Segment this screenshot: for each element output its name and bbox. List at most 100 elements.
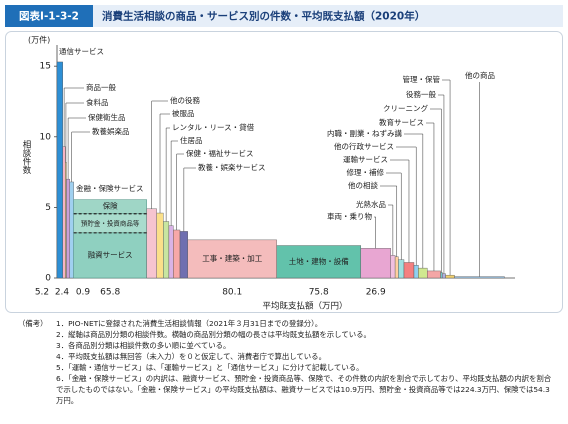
y-tick-label: 15 [40, 62, 51, 72]
leader-line [396, 146, 417, 266]
leader-line [380, 185, 398, 257]
bar-label: 修理・補修 [347, 167, 385, 177]
segment-label: 預貯金・投資商品等 [81, 218, 140, 227]
leader-line [388, 204, 394, 256]
x-axis-title: 平均既支払額（万円） [262, 301, 347, 312]
bar [440, 272, 443, 279]
leader-line [183, 167, 196, 232]
bar [66, 178, 70, 279]
bar-label: 工事・建築・加工 [202, 253, 262, 263]
notes-head: （備考） [18, 319, 48, 328]
bar [360, 248, 391, 279]
bar-label: 土地・建物・設備 [289, 256, 349, 266]
bar [173, 229, 181, 279]
leader-line [151, 100, 168, 209]
notes-items: 1．PIO-NETに登録された消費生活相談情報（2021年３月31日までの登録分… [56, 318, 553, 406]
figure-label-box [5, 5, 93, 27]
bar [156, 212, 164, 279]
note: 3．各商品別分類は相談件数の多い順に並べている。 [56, 341, 231, 350]
bar [168, 225, 174, 279]
bar [69, 181, 74, 279]
leader-line [374, 216, 376, 249]
bar-label: 他の役務 [170, 95, 200, 105]
bar [398, 259, 405, 279]
bar-label: 内職・副業・ねずみ講 [327, 128, 402, 138]
bar [418, 267, 428, 279]
bar [56, 61, 63, 279]
bar-label: 金融・保険サービス [76, 183, 144, 193]
bar-label: 他の行政サービス [334, 141, 394, 151]
leader-line [165, 127, 170, 222]
notes: （備考） 1．PIO-NETに登録された消費生活相談情報（2021年３月31日ま… [18, 318, 553, 406]
chart: 図表Ⅰ-1-3-2 消費生活相談の商品・サービス別の件数・平均既支払額（2020… [5, 5, 563, 313]
bar [394, 256, 399, 279]
bar [62, 146, 66, 279]
y-tick-label: 0 [45, 274, 51, 284]
bar-label: 車両・乗り物 [327, 211, 372, 221]
x-value-label: 5.2 [35, 288, 49, 298]
bar-label: 教養・娯楽サービス [198, 162, 266, 172]
bar-label: クリーニング [383, 103, 428, 113]
leader-line [426, 122, 435, 271]
note: 6．「金融・保険サービス」の内訳は、融資サービス、預貯金・投資商品等、保険で、そ… [56, 374, 552, 405]
bar [442, 273, 446, 279]
x-value-label: 0.9 [76, 288, 91, 298]
leader-line [176, 153, 184, 230]
leader-line [438, 94, 445, 274]
bar-label: 光熱水品 [356, 199, 386, 209]
note: 5．「運輸・通信サービス」は、「運輸サービス」と「通信サービス」に分けて記載して… [56, 363, 364, 372]
leader-line [170, 140, 178, 226]
bar-label: 教養娯楽品 [92, 126, 130, 136]
y-tick-label: 5 [45, 203, 51, 213]
bar [187, 239, 277, 279]
bar-label: 他の商品 [465, 70, 495, 80]
y-axis-title: 相談件数 [21, 139, 31, 175]
segment-label: 保険 [103, 202, 118, 211]
note: 1．PIO-NETに登録された消費生活相談情報（2021年３月31日までの登録分… [56, 319, 323, 328]
bar-label: 住居品 [180, 135, 203, 145]
chart-title: 消費生活相談の商品・サービス別の件数・平均既支払額（2020年） [102, 10, 425, 23]
leader-line [442, 79, 451, 276]
bar-label: 他の相談 [348, 180, 378, 190]
bar-label: 被服品 [172, 108, 195, 118]
leader-line [159, 113, 170, 214]
leader-line [63, 87, 84, 147]
leader-line [386, 172, 402, 260]
bar-label: 食料品 [86, 97, 109, 107]
x-value-label: 75.8 [309, 288, 329, 298]
x-value-label: 80.1 [222, 288, 242, 298]
y-tick-label: 10 [40, 132, 52, 142]
note: 4．平均既支払額は無回答（未入力）を０と仮定して、消費者庁で算出している。 [56, 352, 326, 361]
x-value-label: 26.9 [366, 288, 386, 298]
bar-label: 保健・福祉サービス [186, 148, 254, 158]
bar [445, 274, 455, 279]
bar [413, 265, 419, 279]
bar [403, 262, 415, 279]
figure-label: 図表Ⅰ-1-3-2 [19, 10, 79, 23]
bar-label: 教育サービス [379, 117, 424, 127]
leader-line [390, 159, 410, 263]
bar-label: 運輸サービス [343, 154, 388, 164]
leader-line [430, 108, 442, 273]
bar [276, 245, 362, 279]
segment-label: 融資サービス [88, 249, 133, 259]
bar-label: 管理・保管 [403, 74, 441, 84]
bar-label: 役務一般 [406, 89, 436, 99]
note: 2．縦軸は商品別分類の相談件数。横軸の商品別分類の幅の長さは平均既支払額を示して… [56, 330, 371, 339]
bar-label: 通信サービス [59, 46, 104, 56]
bar-label: 保健衛生品 [88, 112, 126, 122]
x-value-label: 2.4 [55, 288, 70, 298]
y-unit: (万件) [28, 35, 50, 45]
leader-line [65, 102, 84, 163]
bar [390, 255, 396, 279]
header-band [5, 5, 563, 27]
bar [163, 221, 170, 279]
leader-line [67, 117, 86, 180]
bar [427, 270, 441, 279]
bar-label: レンタル・リース・貸借 [172, 122, 255, 132]
bar-label: 商品一般 [86, 82, 116, 92]
bar [146, 208, 157, 279]
bar [179, 231, 188, 279]
x-value-label: 65.8 [100, 288, 120, 298]
